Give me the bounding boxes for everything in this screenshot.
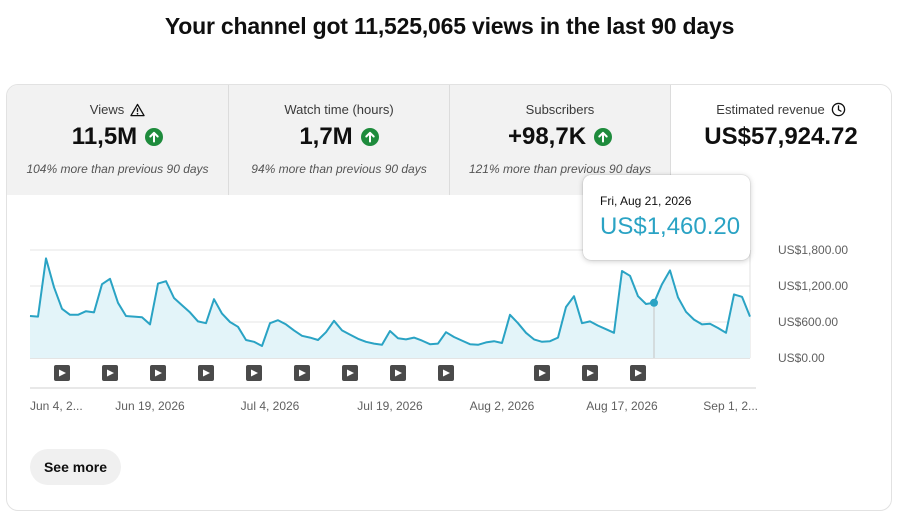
revenue-chart[interactable]: US$0.00 US$600.00 US$1,200.00 US$1,800.00 Ju… [0, 0, 899, 430]
x-tick-label: Jul 19, 2026 [357, 399, 423, 413]
arrow-up-icon [360, 128, 379, 146]
clock-icon [831, 102, 845, 117]
y-tick-label: US$600.00 [778, 315, 838, 329]
metric-views[interactable]: Views 11,5M 104% more than previous 90 d… [7, 85, 228, 195]
series-area [30, 258, 750, 358]
see-more-button[interactable]: See more [30, 449, 121, 485]
x-tick-label: Aug 17, 2026 [586, 399, 658, 413]
play-icon [635, 369, 642, 377]
x-tick-label: Jun 4, 2... [30, 399, 83, 413]
metric-comparison: 121% more than previous 90 days [468, 162, 652, 176]
play-icon [59, 369, 66, 377]
arrow-up-icon [594, 128, 613, 146]
metric-value: 1,7M [299, 123, 353, 150]
chart-tooltip: Fri, Aug 21, 2026 US$1,460.20 [583, 175, 750, 260]
warning-icon [130, 103, 145, 116]
play-icon [347, 369, 354, 377]
metric-comparison: 94% more than previous 90 days [251, 162, 427, 176]
metric-value: US$57,924.72 [704, 123, 858, 150]
highlight-point [650, 298, 658, 307]
metric-value: 11,5M [71, 123, 138, 150]
metric-label: Watch time (hours) [284, 102, 394, 117]
play-icon [443, 369, 450, 377]
y-tick-label: US$0.00 [778, 351, 825, 365]
play-icon [299, 369, 306, 377]
play-icon [539, 369, 546, 377]
tooltip-date: Fri, Aug 21, 2026 [600, 194, 692, 208]
play-icon [107, 369, 114, 377]
y-tick-label: US$1,800.00 [778, 243, 848, 257]
x-tick-label: Jul 4, 2026 [241, 399, 300, 413]
arrow-up-icon [145, 128, 164, 146]
metric-watch-time[interactable]: Watch time (hours) 1,7M 94% more than pr… [228, 85, 449, 195]
y-tick-label: US$1,200.00 [778, 279, 848, 293]
play-icon [155, 369, 162, 377]
analytics-card: Views 11,5M 104% more than previous 90 d… [6, 84, 892, 511]
metric-label: Subscribers [525, 102, 595, 117]
x-tick-label: Sep 1, 2... [703, 399, 758, 413]
series-line [29, 257, 751, 347]
play-icon [587, 369, 594, 377]
metric-label: Estimated revenue [716, 102, 825, 117]
x-tick-label: Aug 2, 2026 [470, 399, 535, 413]
page-headline: Your channel got 11,525,065 views in the… [164, 13, 735, 39]
metric-label: Views [89, 102, 125, 117]
tooltip-value: US$1,460.20 [600, 213, 741, 240]
play-icon [251, 369, 258, 377]
metric-comparison: 104% more than previous 90 days [26, 162, 209, 176]
metric-value: +98,7K [507, 123, 587, 150]
x-tick-label: Jun 19, 2026 [115, 399, 185, 413]
play-icon [395, 369, 402, 377]
play-icon [203, 369, 210, 377]
